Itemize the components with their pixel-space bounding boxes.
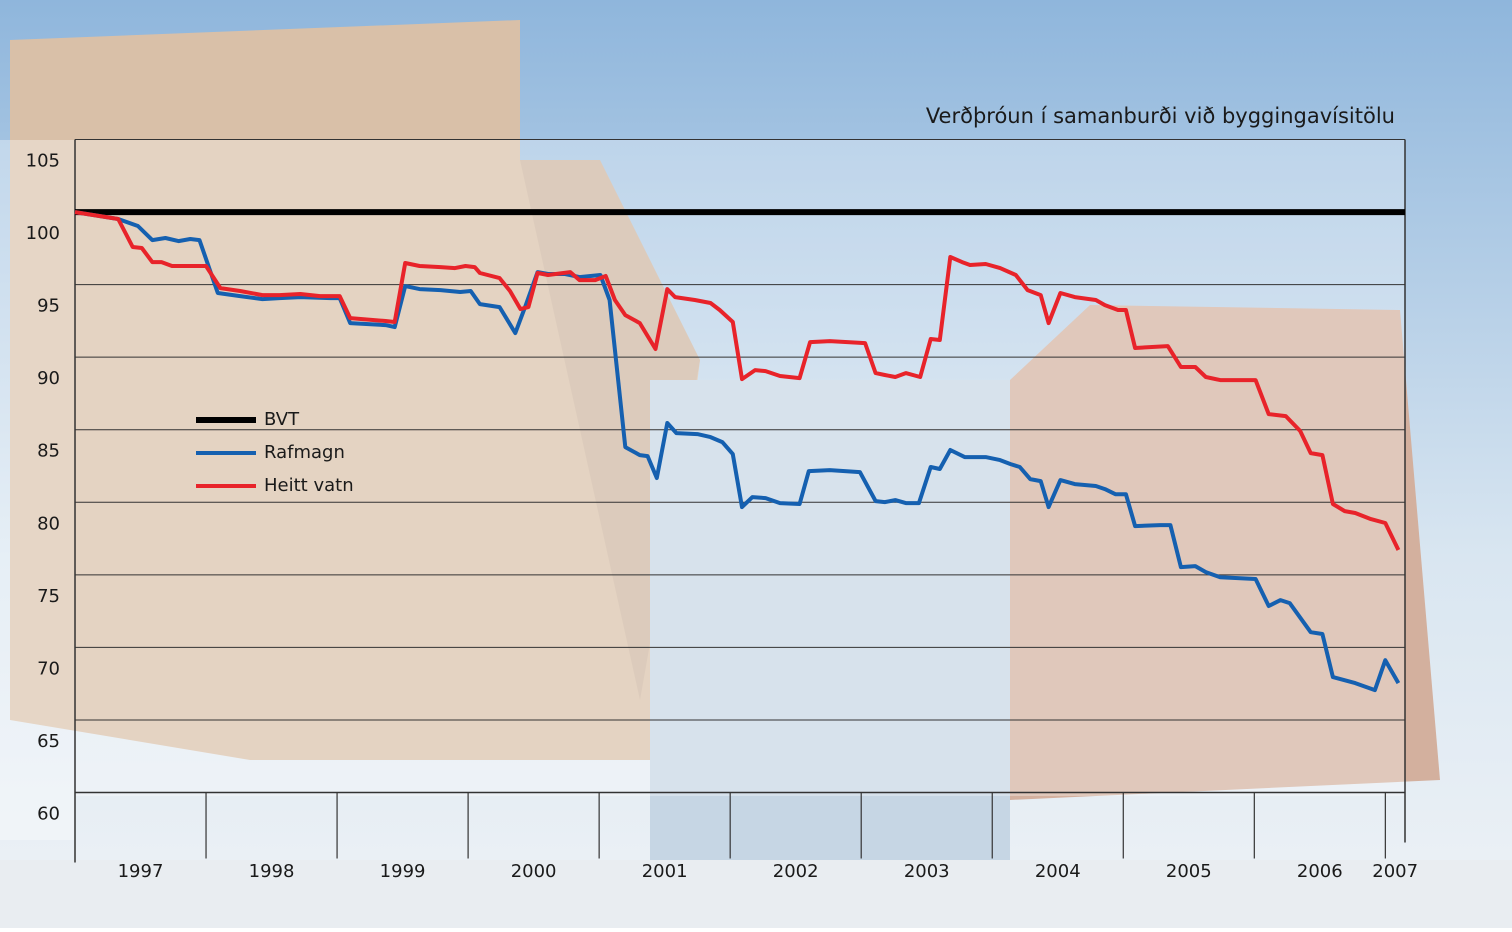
y-tick-label: 95 bbox=[37, 296, 60, 317]
legend-label: BVT bbox=[264, 409, 300, 430]
ground bbox=[0, 860, 1512, 928]
x-tick-label: 1997 bbox=[118, 861, 164, 882]
y-tick-label: 65 bbox=[37, 731, 60, 752]
legend-label: Rafmagn bbox=[264, 442, 345, 463]
x-tick-label: 2001 bbox=[642, 861, 688, 882]
y-tick-label: 105 bbox=[26, 151, 60, 172]
y-tick-label: 70 bbox=[37, 658, 60, 679]
x-tick-label: 1998 bbox=[249, 861, 295, 882]
page: Verðþróun í samanburði við byggingavísit… bbox=[0, 0, 1512, 928]
x-tick-label: 2006 bbox=[1297, 861, 1343, 882]
y-tick-label: 90 bbox=[37, 368, 60, 389]
x-tick-label: 2003 bbox=[904, 861, 950, 882]
y-tick-label: 85 bbox=[37, 441, 60, 462]
x-tick-label: 2007 bbox=[1372, 861, 1418, 882]
y-tick-label: 80 bbox=[37, 513, 60, 534]
plot-area bbox=[75, 140, 1405, 796]
x-tick-label: 1999 bbox=[380, 861, 426, 882]
y-tick-label: 60 bbox=[37, 804, 60, 825]
chart: Verðþróun í samanburði við byggingavísit… bbox=[0, 0, 1512, 928]
x-tick-label: 2004 bbox=[1035, 861, 1081, 882]
y-tick-label: 100 bbox=[26, 223, 60, 244]
x-tick-label: 2002 bbox=[773, 861, 819, 882]
x-tick-label: 2000 bbox=[511, 861, 557, 882]
x-tick-label: 2005 bbox=[1166, 861, 1212, 882]
legend-label: Heitt vatn bbox=[264, 475, 354, 496]
chart-title: Verðþróun í samanburði við byggingavísit… bbox=[926, 104, 1395, 128]
y-tick-label: 75 bbox=[37, 586, 60, 607]
